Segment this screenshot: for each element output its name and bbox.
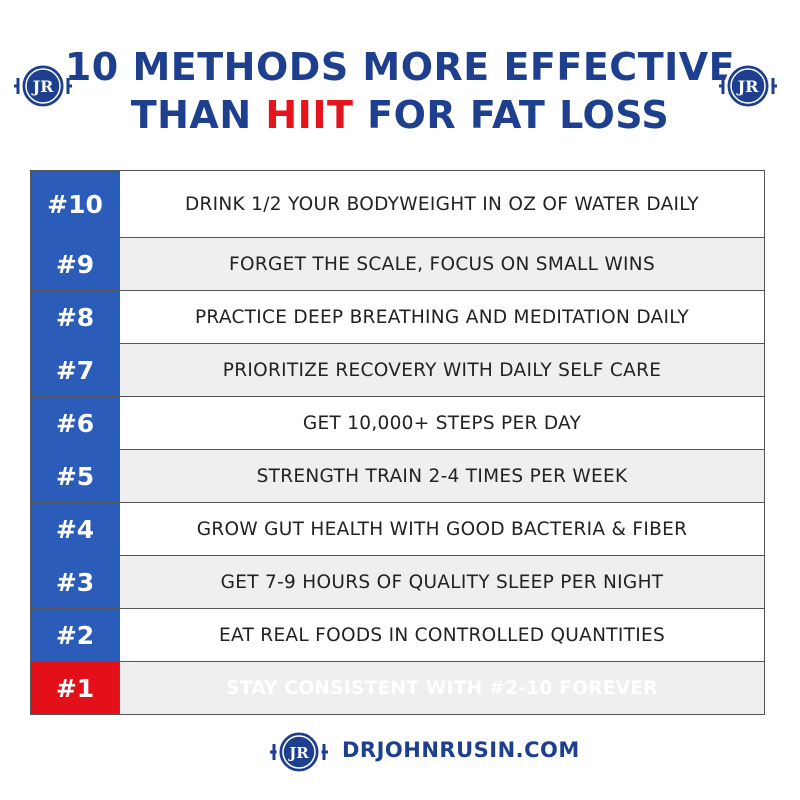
method-row: #9 FORGET THE SCALE, FOCUS ON SMALL WINS bbox=[30, 237, 765, 291]
rank: #8 bbox=[30, 290, 120, 344]
logo-circle bbox=[19, 62, 67, 110]
method: PRIORITIZE RECOVERY WITH DAILY SELF CARE bbox=[119, 343, 765, 397]
rank: #1 bbox=[30, 661, 120, 715]
logo: JR bbox=[270, 729, 328, 775]
title-text: THAN bbox=[130, 93, 252, 137]
logo-circle bbox=[276, 729, 322, 775]
method-row: #2 EAT REAL FOODS IN CONTROLLED QUANTITIE… bbox=[30, 608, 765, 662]
rank: #3 bbox=[30, 555, 120, 609]
rank: #9 bbox=[30, 237, 120, 291]
logo-text: JR bbox=[31, 77, 55, 96]
rank: #4 bbox=[30, 502, 120, 556]
method-row: #6 GET 10,000+ STEPS PER DAY bbox=[30, 396, 765, 450]
method-row: #10 DRINK 1/2 YOUR BODYWEIGHT IN OZ OF WA… bbox=[30, 170, 765, 238]
logo-ring bbox=[282, 735, 316, 769]
logo: JR bbox=[719, 62, 777, 110]
method: GET 7-9 HOURS OF QUALITY SLEEP PER NIGHT bbox=[119, 555, 765, 609]
rank: #2 bbox=[30, 608, 120, 662]
method-row: #4 GROW GUT HEALTH WITH GOOD BACTERIA & F… bbox=[30, 502, 765, 556]
method-row: #1 STAY CONSISTENT WITH #2-10 FOREVER bbox=[30, 661, 765, 715]
rank: #5 bbox=[30, 449, 120, 503]
method: DRINK 1/2 YOUR BODYWEIGHT IN OZ OF WATER… bbox=[119, 170, 765, 238]
title-text: FOR FAT LOSS bbox=[367, 93, 670, 137]
method: FORGET THE SCALE, FOCUS ON SMALL WINS bbox=[119, 237, 765, 291]
title-line: THAN HIIT FOR FAT LOSS bbox=[0, 92, 800, 138]
logo-text: JR bbox=[287, 744, 309, 762]
method: PRACTICE DEEP BREATHING AND MEDITATION D… bbox=[119, 290, 765, 344]
title-highlight: HIIT bbox=[265, 93, 354, 137]
method: EAT REAL FOODS IN CONTROLLED QUANTITIES bbox=[119, 608, 765, 662]
website: DRJOHNRUSIN.COM bbox=[342, 738, 580, 762]
rank: #7 bbox=[30, 343, 120, 397]
method: GET 10,000+ STEPS PER DAY bbox=[119, 396, 765, 450]
method-row: #3 GET 7-9 HOURS OF QUALITY SLEEP PER NIG… bbox=[30, 555, 765, 609]
method-row: #7 PRIORITIZE RECOVERY WITH DAILY SELF CA… bbox=[30, 343, 765, 397]
logo-circle bbox=[724, 62, 772, 110]
logo-ring bbox=[25, 68, 61, 104]
logo: JR bbox=[14, 62, 72, 110]
logo-ring bbox=[730, 68, 766, 104]
method: STRENGTH TRAIN 2-4 TIMES PER WEEK bbox=[119, 449, 765, 503]
method-row: #8 PRACTICE DEEP BREATHING AND MEDITATION… bbox=[30, 290, 765, 344]
methods-table: #10 DRINK 1/2 YOUR BODYWEIGHT IN OZ OF WA… bbox=[30, 170, 765, 715]
logo-text: JR bbox=[736, 77, 760, 96]
method: STAY CONSISTENT WITH #2-10 FOREVER bbox=[119, 661, 765, 715]
method: GROW GUT HEALTH WITH GOOD BACTERIA & FIB… bbox=[119, 502, 765, 556]
rank: #10 bbox=[30, 170, 120, 238]
rank: #6 bbox=[30, 396, 120, 450]
method-row: #5 STRENGTH TRAIN 2-4 TIMES PER WEEK bbox=[30, 449, 765, 503]
title-line: 10 METHODS MORE EFFECTIVE bbox=[64, 45, 736, 89]
